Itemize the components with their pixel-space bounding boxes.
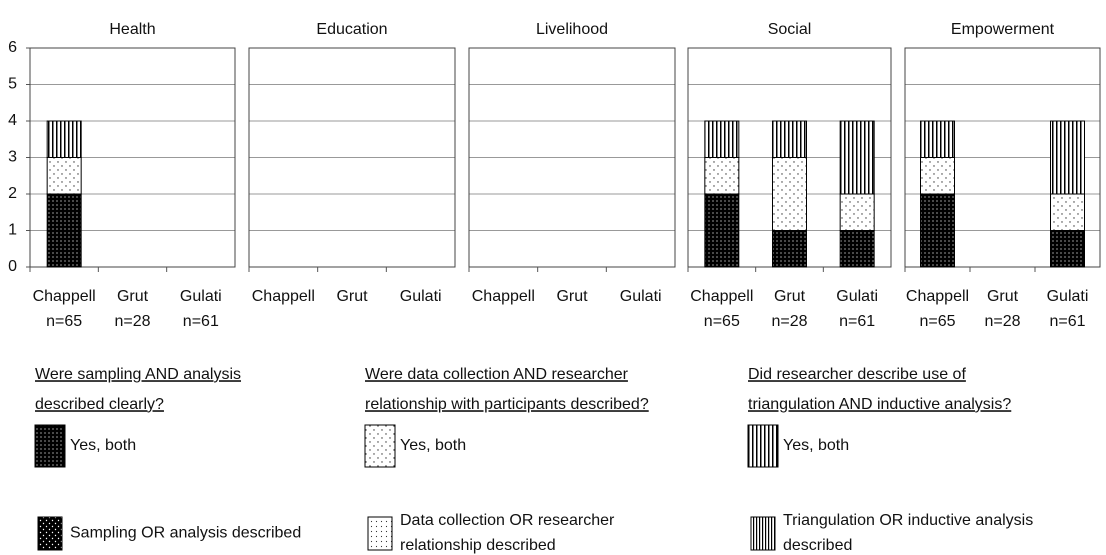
- panel-title: Social: [768, 21, 812, 38]
- x-tick-label: Grut: [556, 288, 588, 305]
- legend-label: Triangulation OR inductive analysis: [783, 512, 1033, 529]
- legend-label: Yes, both: [783, 437, 849, 454]
- legend-swatch: [747, 424, 779, 468]
- x-tick-label: Grut: [774, 288, 806, 305]
- legend-heading: relationship with participants described…: [365, 396, 649, 413]
- bar-segment: [839, 230, 875, 268]
- plot-frame: [29, 47, 236, 268]
- legend-swatch: [367, 516, 393, 551]
- legend-label: Sampling OR analysis described: [70, 525, 301, 542]
- plot-frame: [248, 47, 456, 268]
- bar-segment: [704, 157, 740, 195]
- y-tick-label: 3: [8, 149, 17, 166]
- x-tick-label: Grut: [987, 288, 1019, 305]
- legend-swatch: [750, 516, 776, 551]
- bar-segment: [46, 120, 82, 158]
- legend-swatch: [364, 424, 396, 468]
- plot-frame: [468, 47, 676, 268]
- y-tick-label: 4: [8, 112, 17, 129]
- panel-title: Livelihood: [536, 21, 608, 38]
- x-tick-label: Chappell: [33, 288, 96, 305]
- x-tick-label: Chappell: [690, 288, 753, 305]
- x-tick-label: Gulati: [620, 288, 662, 305]
- x-tick-label: Chappell: [472, 288, 535, 305]
- x-tick-label: Chappell: [252, 288, 315, 305]
- y-tick-label: 5: [8, 76, 17, 93]
- bar-segment: [839, 193, 875, 231]
- bar-segment: [46, 157, 82, 195]
- x-tick-label: Gulati: [836, 288, 878, 305]
- bar-segment: [920, 157, 955, 195]
- x-tick-label: Gulati: [400, 288, 442, 305]
- sample-size-label: n=65: [919, 313, 955, 330]
- bar-segment: [772, 120, 807, 158]
- bar-segment: [704, 193, 740, 268]
- sample-size-label: n=65: [704, 313, 740, 330]
- x-tick-label: Gulati: [180, 288, 222, 305]
- bar-segment: [704, 120, 740, 158]
- legend-heading: Did researcher describe use of: [748, 366, 966, 383]
- y-tick-label: 2: [8, 185, 17, 202]
- x-tick-label: Grut: [117, 288, 149, 305]
- sample-size-label: n=65: [46, 313, 82, 330]
- sample-size-label: n=61: [183, 313, 219, 330]
- y-tick-label: 1: [8, 222, 17, 239]
- legend-label: relationship described: [400, 537, 556, 554]
- bar-segment: [772, 230, 807, 268]
- y-tick-label: 0: [8, 258, 17, 275]
- sample-size-label: n=28: [114, 313, 150, 330]
- sample-size-label: n=61: [839, 313, 875, 330]
- bar-segment: [1050, 230, 1085, 268]
- bar-segment: [1050, 193, 1085, 231]
- bar-segment: [772, 157, 807, 231]
- bar-segment: [46, 193, 82, 268]
- bar-segment: [920, 120, 955, 158]
- legend-heading: Were data collection AND researcher: [365, 366, 629, 383]
- legend-heading: Were sampling AND analysis: [35, 366, 241, 383]
- legend-label: Data collection OR researcher: [400, 512, 615, 529]
- legend-heading: triangulation AND inductive analysis?: [748, 396, 1011, 413]
- sample-size-label: n=28: [984, 313, 1020, 330]
- y-tick-label: 6: [8, 39, 17, 56]
- legend-heading: described clearly?: [35, 396, 164, 413]
- bar-segment: [1050, 120, 1085, 195]
- x-tick-label: Chappell: [906, 288, 969, 305]
- sample-size-label: n=61: [1049, 313, 1085, 330]
- bar-segment: [920, 193, 955, 268]
- bar-segment: [839, 120, 875, 195]
- panel-title: Education: [316, 21, 387, 38]
- plot-frame: [904, 47, 1101, 268]
- x-tick-label: Grut: [336, 288, 368, 305]
- panel-title: Health: [109, 21, 155, 38]
- panel-title: Empowerment: [951, 21, 1055, 38]
- x-tick-label: Gulati: [1047, 288, 1089, 305]
- legend-label: Yes, both: [400, 437, 466, 454]
- sample-size-label: n=28: [771, 313, 807, 330]
- legend-label: described: [783, 537, 852, 554]
- legend-swatch: [37, 516, 63, 551]
- legend-swatch: [34, 424, 66, 468]
- legend-label: Yes, both: [70, 437, 136, 454]
